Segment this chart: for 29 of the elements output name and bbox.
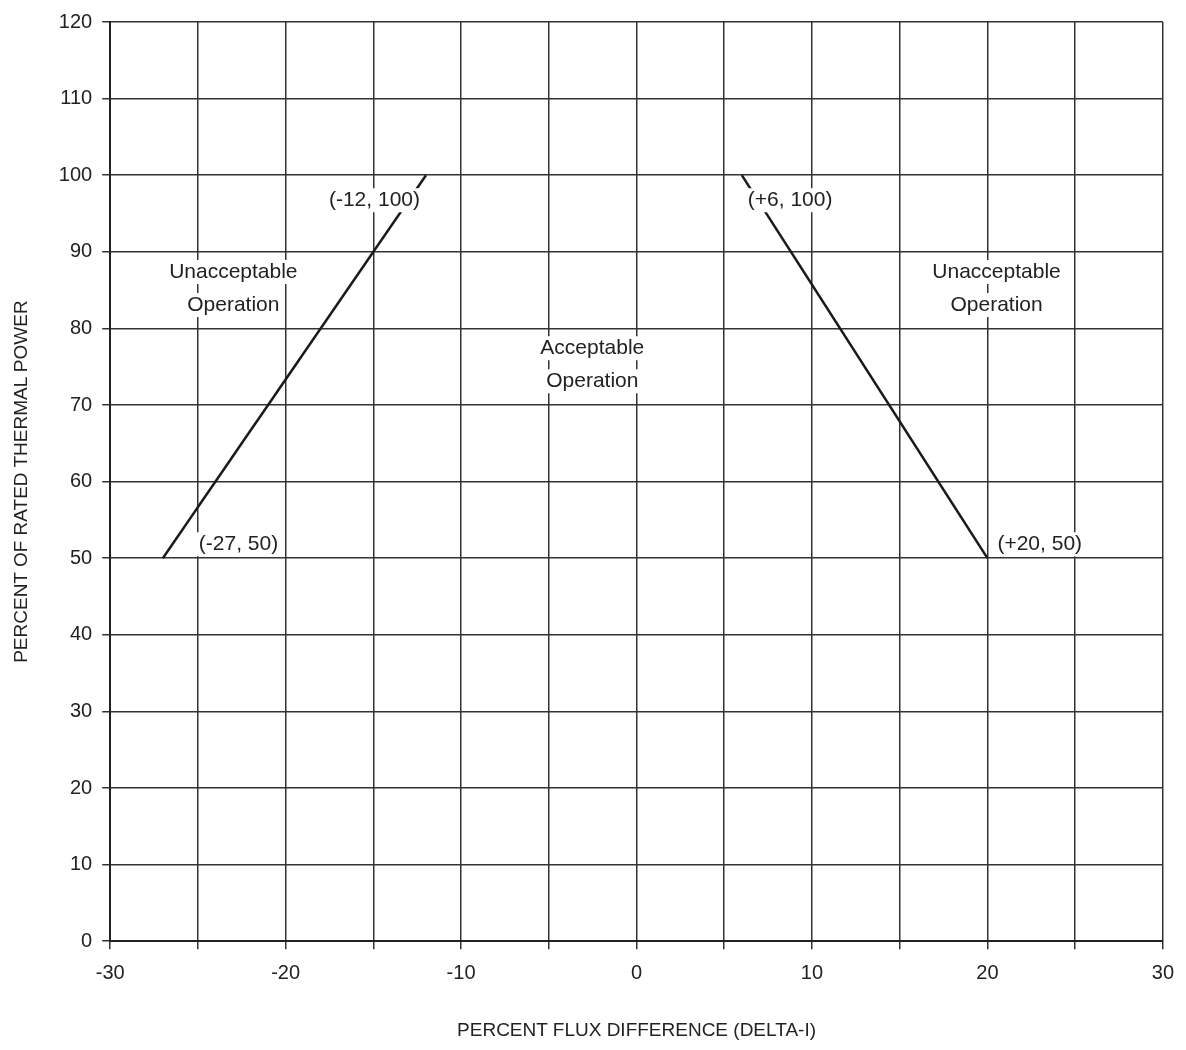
annotation: (+20, 50) — [997, 531, 1083, 554]
y-tick-label: 40 — [69, 622, 93, 645]
y-tick-label: 110 — [60, 86, 93, 109]
x-tick-label: 0 — [630, 960, 643, 983]
annotation: Unacceptable Operation — [932, 258, 1061, 315]
y-tick-label: 30 — [69, 698, 93, 721]
y-tick-label: 80 — [69, 315, 93, 338]
annotation: Unacceptable Operation — [169, 258, 298, 315]
y-tick-label: 60 — [69, 469, 93, 492]
annotation: Acceptable Operation — [540, 335, 645, 392]
y-tick-label: 70 — [69, 392, 93, 415]
x-tick-label: -10 — [446, 960, 476, 983]
y-tick-label: 100 — [58, 162, 93, 185]
y-axis-title: PERCENT OF RATED THERMAL POWER — [9, 300, 31, 663]
y-tick-label: 0 — [81, 928, 93, 951]
x-axis-title: PERCENT FLUX DIFFERENCE (DELTA-I) — [457, 1018, 816, 1040]
annotation: (-27, 50) — [198, 531, 279, 554]
y-tick-label: 20 — [69, 775, 93, 798]
x-tick-label: -20 — [271, 960, 301, 983]
x-tick-label: 20 — [976, 960, 999, 983]
y-tick-label: 10 — [69, 852, 93, 875]
y-tick-label: 90 — [69, 239, 93, 262]
x-tick-label: 30 — [1151, 960, 1174, 983]
x-tick-label: -30 — [95, 960, 125, 983]
y-tick-label: 50 — [69, 545, 93, 568]
x-tick-label: 10 — [800, 960, 824, 983]
annotation: (+6, 100) — [747, 187, 833, 210]
annotation: (-12, 100) — [328, 187, 420, 210]
y-tick-label: 120 — [58, 9, 93, 32]
